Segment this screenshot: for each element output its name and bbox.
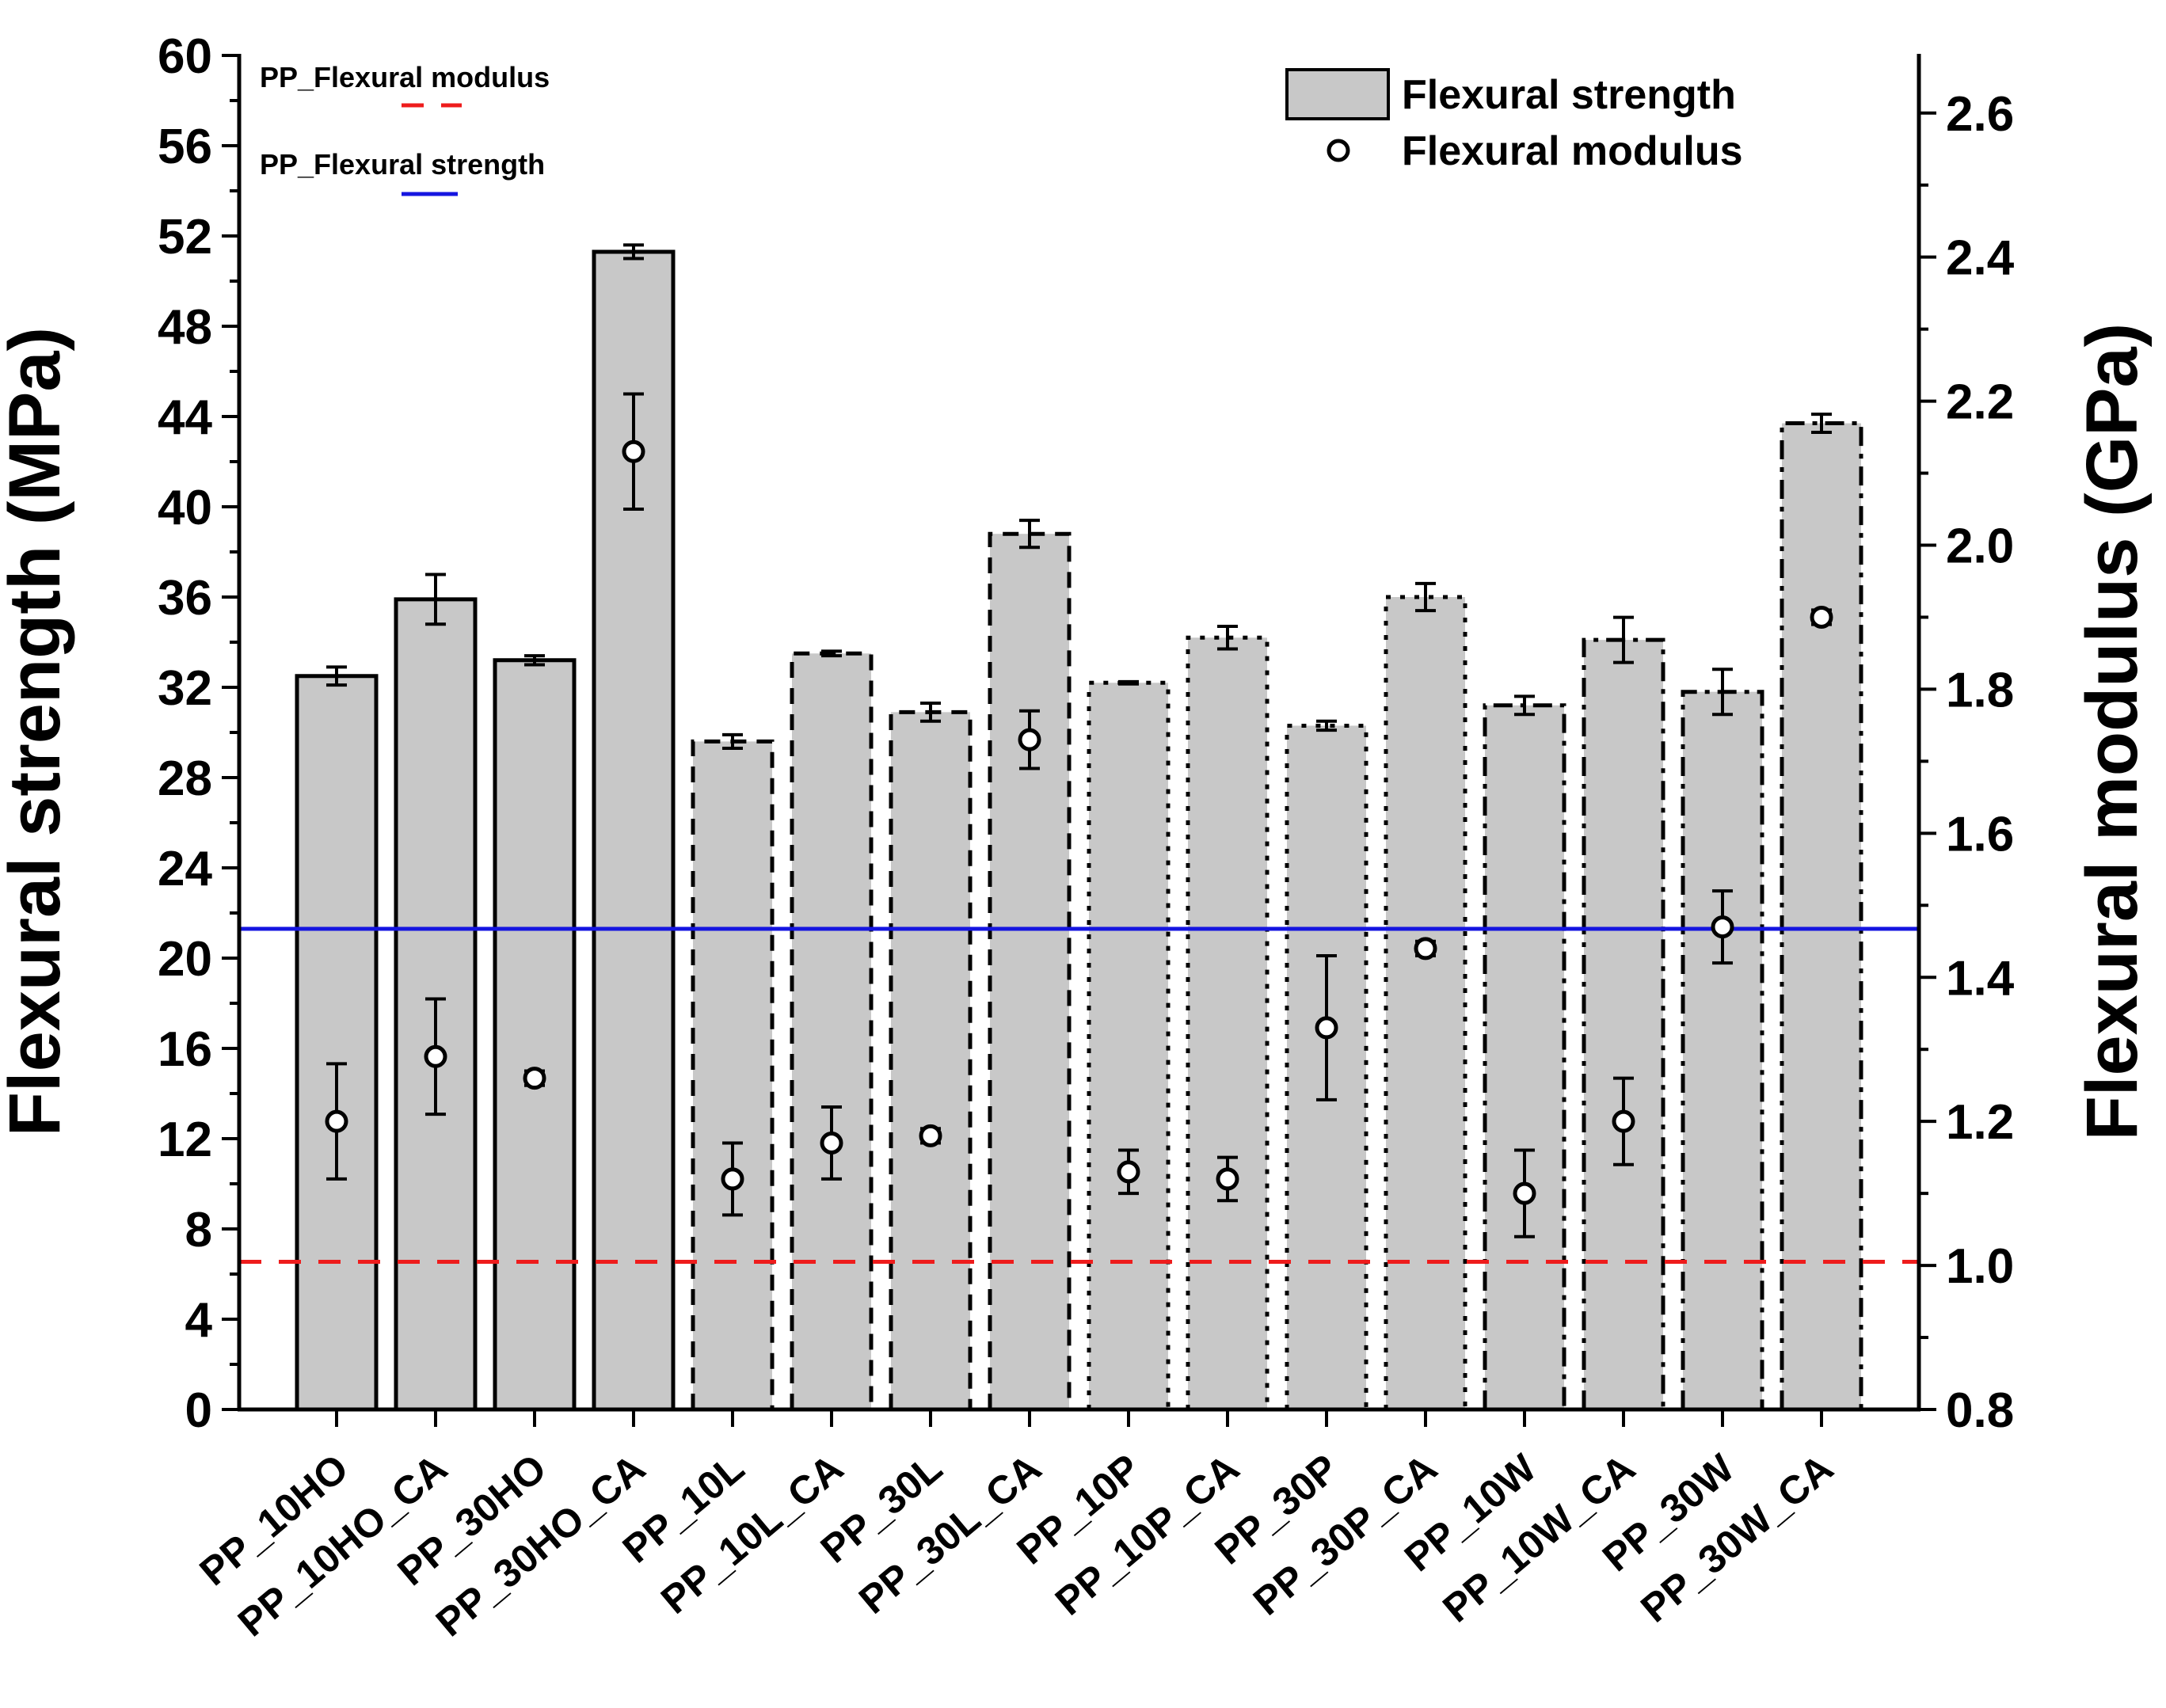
bar-outline-PP_10P (1087, 680, 1171, 1409)
y-right-tick-label-2.0: 2.0 (1946, 519, 2014, 574)
y-left-tick-label-20: 20 (158, 932, 212, 987)
bar-fill-PP_30L (891, 712, 970, 1409)
modulus-point-PP_30W (1711, 915, 1734, 939)
y-left-tick-label-32: 32 (158, 661, 212, 716)
bar-fill-PP_30W_CA (1782, 423, 1861, 1409)
axes-group (237, 54, 1921, 1412)
y-right-tick-label-2.6: 2.6 (1946, 87, 2014, 142)
modulus-point-PP_30HO_CA (622, 439, 645, 463)
y-left-tick-label-16: 16 (158, 1022, 212, 1077)
bar-outline-PP_30P_CA (1384, 595, 1467, 1409)
y-left-tick-label-52: 52 (158, 210, 212, 264)
y-axis-title-left: Flexural strength (MPa) (0, 327, 75, 1136)
y-left-tick-label-0: 0 (185, 1383, 212, 1438)
modulus-point-PP_10W (1513, 1181, 1536, 1205)
reference-lines-group (239, 926, 1919, 1265)
y-left-tick-label-8: 8 (185, 1203, 212, 1257)
modulus-point-PP_10HO_CA (424, 1044, 447, 1068)
y-right-tick-label-1.0: 1.0 (1946, 1239, 2014, 1294)
legend-marker-modulus (1327, 139, 1350, 162)
modulus-point-PP_30P (1315, 1016, 1338, 1040)
y-left-tick-label-44: 44 (158, 390, 212, 445)
y-right-tick-label-1.6: 1.6 (1946, 807, 2014, 862)
bars-group (295, 249, 1863, 1410)
modulus-point-PP_30L_CA (1018, 728, 1041, 751)
bar-fill-PP_10P_CA (1188, 637, 1267, 1409)
y-left-tick-label-4: 4 (185, 1293, 213, 1348)
modulus-point-PP_10L (721, 1167, 744, 1191)
bar-fill-PP_10L (693, 741, 772, 1409)
bar-fill-PP_10W_CA (1584, 640, 1663, 1409)
y-right-tick-label-0.8: 0.8 (1946, 1383, 2014, 1438)
bar-fill-PP_30HO (495, 660, 574, 1409)
modulus-point-PP_10HO (325, 1109, 348, 1133)
legend-label-strength: Flexural strength (1402, 72, 1736, 118)
bar-fill-PP_30P_CA (1386, 597, 1465, 1409)
y-right-tick-label-2.2: 2.2 (1946, 375, 2014, 430)
y-left-tick-label-36: 36 (158, 571, 212, 626)
legend-swatch-strength (1285, 68, 1390, 120)
modulus-point-PP_10P (1117, 1160, 1140, 1184)
modulus-point-PP_10W_CA (1612, 1109, 1635, 1133)
legend-label-modulus: Flexural modulus (1402, 128, 1743, 174)
y-left-tick-label-24: 24 (158, 842, 212, 896)
y-left-tick-label-12: 12 (158, 1113, 212, 1167)
y-left-tick-label-56: 56 (158, 120, 212, 174)
y-axis-title-right: Flexural modulus (GPa) (2072, 323, 2153, 1141)
bar-fill-PP_10P (1089, 683, 1168, 1409)
bar-fill-PP_10W (1485, 705, 1564, 1409)
text-group: Flexural strength (MPa) Flexural modulus… (0, 323, 2153, 1141)
bar-fill-PP_10L_CA (792, 653, 871, 1409)
ref-label-modulus: PP_Flexural modulus (260, 61, 550, 93)
y-left-tick-label-60: 60 (158, 29, 212, 84)
strength-errorbars-group (326, 243, 1832, 750)
modulus-point-PP_10L_CA (820, 1131, 843, 1155)
y-left-tick-label-28: 28 (158, 751, 212, 806)
y-right-tick-label-2.4: 2.4 (1946, 231, 2015, 286)
legend: Flexural strength Flexural modulus (1285, 68, 1743, 174)
bar-fill-PP_30W (1683, 691, 1762, 1409)
y-right-tick-label-1.2: 1.2 (1946, 1095, 2014, 1150)
y-left-tick-label-48: 48 (158, 300, 212, 355)
y-right-tick-label-1.8: 1.8 (1946, 663, 2014, 717)
modulus-point-PP_10P_CA (1216, 1167, 1239, 1191)
ref-label-strength: PP_Flexural strength (260, 148, 545, 181)
reference-legend: PP_Flexural modulus PP_Flexural strength (260, 61, 550, 196)
bar-outline-PP_30W_CA (1780, 421, 1863, 1409)
bar-fill-PP_10HO (297, 675, 376, 1409)
bar-outline-PP_10P_CA (1186, 635, 1270, 1409)
bar-fill-PP_30L_CA (990, 534, 1069, 1410)
y-right-tick-label-1.4: 1.4 (1946, 951, 2015, 1006)
y-left-tick-label-40: 40 (158, 481, 212, 535)
modulus-point-PP_30W_CA (1810, 605, 1833, 629)
modulus-points-group (325, 392, 1833, 1238)
modulus-point-PP_30HO (523, 1067, 546, 1090)
modulus-point-PP_30P_CA (1414, 937, 1437, 961)
modulus-point-PP_30L (919, 1124, 942, 1147)
